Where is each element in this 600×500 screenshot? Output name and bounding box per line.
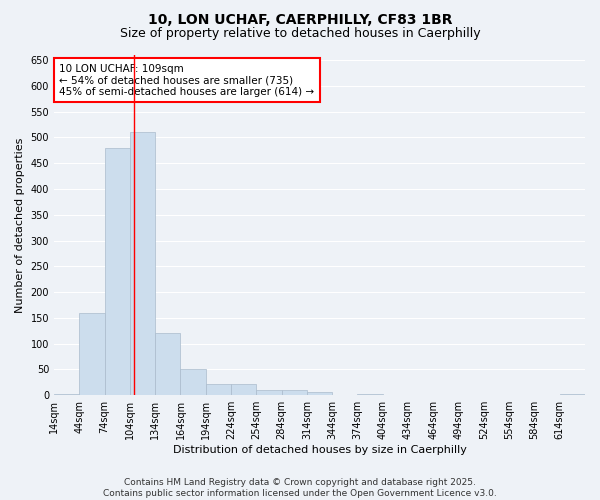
Bar — [231, 384, 256, 395]
Text: 10, LON UCHAF, CAERPHILLY, CF83 1BR: 10, LON UCHAF, CAERPHILLY, CF83 1BR — [148, 12, 452, 26]
Bar — [281, 390, 307, 395]
Y-axis label: Number of detached properties: Number of detached properties — [15, 138, 25, 313]
Bar — [206, 384, 231, 395]
Bar — [560, 394, 585, 395]
Bar — [307, 392, 332, 395]
Bar — [181, 370, 206, 395]
X-axis label: Distribution of detached houses by size in Caerphilly: Distribution of detached houses by size … — [173, 445, 466, 455]
Bar — [155, 334, 181, 395]
Bar — [358, 394, 383, 395]
Bar — [54, 394, 79, 395]
Bar — [104, 148, 130, 395]
Text: Size of property relative to detached houses in Caerphilly: Size of property relative to detached ho… — [119, 28, 481, 40]
Text: Contains HM Land Registry data © Crown copyright and database right 2025.
Contai: Contains HM Land Registry data © Crown c… — [103, 478, 497, 498]
Bar — [130, 132, 155, 395]
Bar — [79, 312, 104, 395]
Text: 10 LON UCHAF: 109sqm
← 54% of detached houses are smaller (735)
45% of semi-deta: 10 LON UCHAF: 109sqm ← 54% of detached h… — [59, 64, 314, 96]
Bar — [256, 390, 281, 395]
